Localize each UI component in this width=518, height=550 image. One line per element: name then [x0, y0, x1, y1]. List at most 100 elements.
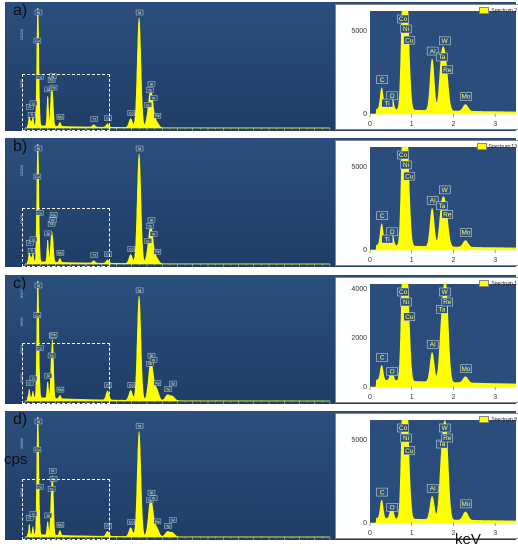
peak-label: Mo: [58, 115, 63, 119]
panel-d-zoom-box: [22, 479, 110, 540]
peak-label: O: [32, 377, 35, 381]
inset-peak-label: W: [442, 289, 449, 296]
inset-label-box: [381, 98, 393, 108]
y-tick-label: 8000: [19, 288, 24, 298]
peak-label: Ni: [37, 147, 41, 151]
peak-label: Ta: [166, 388, 170, 392]
peak-label: Cu: [37, 75, 42, 79]
peak-label-box: [153, 518, 162, 525]
panel-c-spectrum: 2000400060008000COCoNiCuAlTaWReMoNiNiCoT…: [19, 280, 331, 404]
inset-label-box: [400, 160, 412, 170]
inset-label-box: [460, 92, 472, 101]
peak-label: Co: [35, 175, 40, 179]
inset-peak-label: Re: [443, 299, 452, 306]
panel-b: b) 5000 10000 C O Co Ni Cu Al Ta W Re Mo Ti Ni Ni Co Ta W…: [5, 138, 518, 267]
panel-c-letter: c): [13, 275, 27, 292]
inset-label-box: [439, 185, 451, 195]
spectrum-area: [25, 280, 330, 402]
inset-label-box: [400, 433, 412, 443]
peak-label: Ni: [138, 425, 142, 429]
inset-peak-label: Cu: [405, 37, 414, 44]
peak-label-box: [44, 512, 52, 519]
peak-label-box: [149, 357, 158, 363]
inset-peak-label: Mo: [462, 94, 471, 101]
inset-peak-label: W: [442, 38, 449, 45]
peak-label-box: [49, 84, 58, 91]
inset-label-box: [426, 340, 439, 349]
inset-peak-label: Mo: [462, 230, 471, 237]
inset-label-box: [397, 423, 409, 433]
peak-label-box: [127, 382, 135, 388]
peak-label: W: [171, 382, 175, 386]
inset-x-tick-label: 3: [493, 530, 497, 537]
peak-label-box: [144, 238, 152, 244]
peak-label: C: [28, 382, 31, 386]
peak-label-box: [135, 423, 144, 429]
inset-label-box: [439, 423, 451, 433]
inset-peak-label: Cu: [405, 448, 414, 455]
peak-label: Al: [47, 374, 50, 378]
inset-peak-label: Co: [399, 152, 408, 159]
peak-label: Cr: [106, 384, 111, 388]
inset-label-box: [426, 484, 439, 493]
peak-label-box: [146, 361, 154, 367]
peak-label-box: [56, 522, 65, 528]
peak-label: Cr: [106, 524, 111, 528]
peak-label: Co: [129, 520, 134, 524]
peak-label: O: [32, 102, 35, 106]
y-tick-label: 2000: [19, 373, 24, 383]
panel-d-legend: Spectrum 8: [479, 416, 517, 423]
peak-label: Co: [35, 448, 40, 452]
inset-peak-label: C: [380, 213, 385, 220]
peak-label: Cu: [37, 211, 42, 215]
peak-label: Ti: [30, 113, 33, 117]
inset-x-tick-label: 0: [368, 530, 372, 537]
inset-peak-label: C: [380, 489, 385, 496]
inset-label-box: [460, 364, 472, 373]
inset-peak-label: Co: [399, 16, 408, 23]
panel-c-legend: Spectrum 1: [479, 280, 517, 287]
peak-label-box: [47, 352, 56, 359]
inset-y-tick-label: 0: [363, 384, 367, 391]
peak-label-box: [34, 282, 43, 289]
peak-label: Ni: [150, 491, 154, 495]
y-tick-label: 10000: [19, 437, 24, 449]
spectrum-area: [25, 7, 330, 129]
peak-label: W: [51, 469, 55, 473]
legend-swatch: [476, 143, 487, 150]
peak-label: W: [152, 358, 156, 362]
peak-label-box: [35, 210, 44, 216]
peak-label: Cu: [146, 239, 151, 243]
inset-label-box: [439, 36, 451, 46]
inset-label-box: [403, 171, 416, 181]
peak-label-box: [49, 212, 58, 218]
inset-x-tick-label: 2: [451, 530, 455, 537]
spectrum-area: [25, 416, 330, 538]
y-tick-label: 5000: [19, 487, 24, 497]
panel-c-inset: 0 2000 4000 0 1 2 3 C O Co Ni Cu Al Ta W Re Mo Spectrum …: [335, 277, 518, 403]
inset-x-tick-label: 3: [493, 394, 497, 401]
inset-peak-label: W: [442, 187, 449, 194]
legend-swatch: [479, 416, 490, 423]
panel-b-zoom-box: [22, 208, 110, 267]
inset-label-box: [403, 312, 416, 321]
inset-x-tick-label: 0: [368, 394, 372, 401]
peak-label-box: [49, 331, 58, 338]
peak-label-box: [56, 386, 65, 393]
peak-label: Cu: [146, 103, 151, 107]
peak-label-box: [147, 489, 156, 496]
panel-d-letter: d): [13, 411, 28, 428]
peak-label: Al: [47, 514, 50, 518]
inset-y-tick-label: 5000: [351, 28, 367, 35]
peak-label-box: [104, 115, 112, 121]
inset-label-box: [386, 503, 398, 512]
peak-label: O: [32, 238, 35, 242]
peak-label: W: [152, 497, 156, 501]
inset-peak-label: O: [390, 505, 395, 512]
inset-label-box: [397, 150, 409, 160]
peak-label: Al: [47, 232, 50, 236]
peak-label-box: [146, 223, 154, 229]
peak-label-box: [27, 112, 36, 118]
peak-label: Ti: [30, 249, 33, 253]
